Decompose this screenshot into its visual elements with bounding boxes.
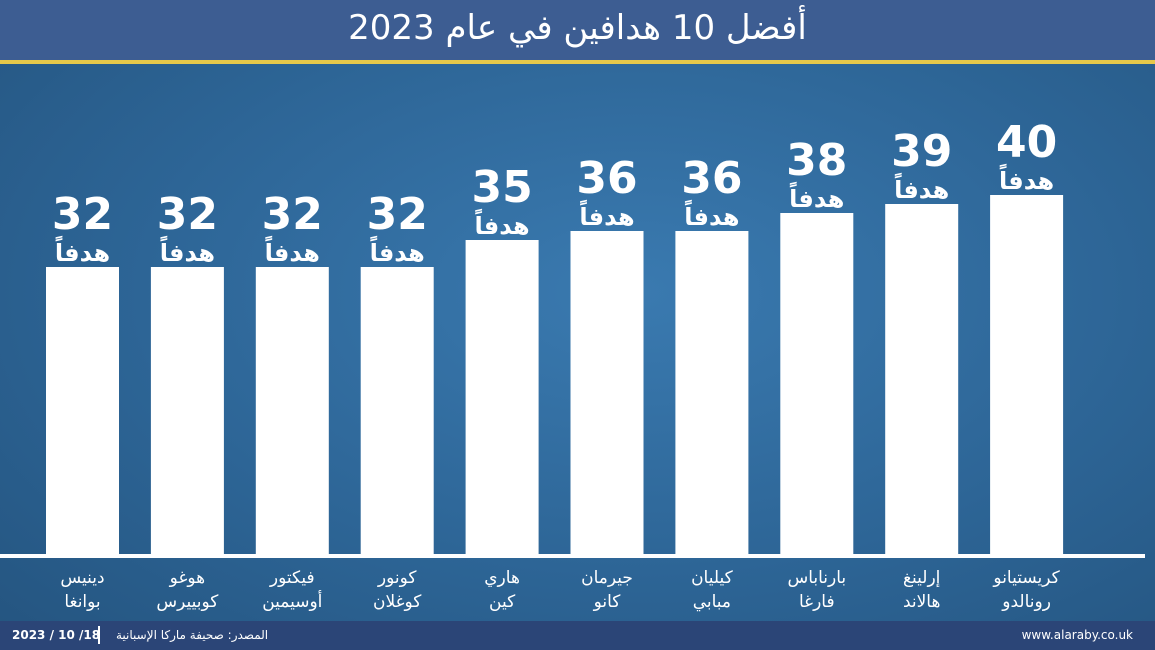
bar [360, 267, 434, 555]
bar [675, 231, 749, 555]
value-label: 38 [786, 135, 847, 186]
source: المصدر: صحيفة ماركا الإسبانية [116, 628, 269, 642]
unit-label: هدفاً [55, 236, 110, 267]
bar [255, 267, 329, 555]
separator [98, 626, 100, 644]
unit-label: هدفاً [894, 173, 949, 204]
category-label: كيليان مبابي [691, 568, 733, 612]
value-label: 40 [996, 117, 1057, 168]
value-label: 36 [681, 153, 742, 204]
bar [150, 267, 224, 555]
category-label: دينيس بوانغا [60, 568, 105, 612]
unit-label: هدفاً [474, 209, 529, 240]
bar [570, 231, 644, 555]
chart: 32هدفاً32هدفاً32هدفاً32هدفاً35هدفاً36هدف… [0, 117, 1145, 558]
category-label: هاري كين [484, 568, 520, 612]
unit-label: هدفاً [160, 236, 215, 267]
unit-label: هدفاً [265, 236, 320, 267]
bar [780, 213, 854, 555]
date: 2023 / 10 /18 [12, 628, 101, 642]
category-label: فيكتور أوسيمين [262, 568, 323, 612]
value-label: 36 [576, 153, 637, 204]
bar [885, 204, 959, 555]
footer: 2023 / 10 /18 المصدر: صحيفة ماركا الإسبا… [0, 621, 1155, 650]
website: www.alaraby.co.uk [1021, 628, 1133, 642]
category-label: جيرمان كانو [581, 568, 633, 612]
category-label: كونور كوغلان [372, 568, 422, 612]
unit-label: هدفاً [579, 200, 634, 231]
value-label: 32 [367, 189, 428, 240]
unit-label: هدفاً [789, 182, 844, 213]
chart-title: أفضل 10 هدافين في عام 2023 [348, 8, 807, 48]
value-label: 32 [52, 189, 113, 240]
category-label: بارناباس فارغا [787, 568, 847, 612]
value-label: 32 [157, 189, 218, 240]
value-label: 35 [471, 162, 532, 213]
unit-label: هدفاً [684, 200, 739, 231]
category-label: كريستيانو رونالدو [993, 568, 1060, 612]
category-label: هوغو كوبييرس [156, 568, 219, 612]
value-label: 39 [891, 126, 952, 177]
value-label: 32 [262, 189, 323, 240]
bar [465, 240, 539, 555]
bar [46, 267, 119, 555]
header-bar [0, 0, 1155, 60]
category-label: إرلينغ هالاند [902, 568, 941, 612]
header-rule [0, 60, 1155, 64]
bar [990, 195, 1064, 555]
unit-label: هدفاً [370, 236, 425, 267]
unit-label: هدفاً [999, 164, 1054, 195]
